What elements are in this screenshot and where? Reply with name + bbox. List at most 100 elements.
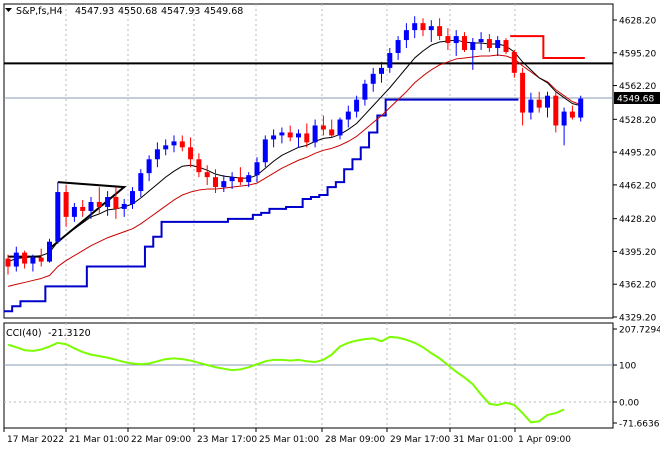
candle-body[interactable] xyxy=(13,252,19,267)
candle-body[interactable] xyxy=(545,95,550,108)
candle-body[interactable] xyxy=(130,191,135,204)
candle-body[interactable] xyxy=(179,141,185,148)
candle-body[interactable] xyxy=(495,40,501,49)
candle-body[interactable] xyxy=(213,177,218,188)
candle-body[interactable] xyxy=(362,83,368,100)
candle-body[interactable] xyxy=(229,177,235,182)
candle-body[interactable] xyxy=(287,132,293,138)
candle-body[interactable] xyxy=(345,111,351,120)
indicator-y-tick-label: 100 xyxy=(619,362,636,372)
candle-body[interactable] xyxy=(420,23,426,31)
x-axis-tick-label: 21 Mar 01:00 xyxy=(69,435,129,445)
chart-menu-icon[interactable] xyxy=(5,8,12,12)
indicator-y-tick-label: 207.7294 xyxy=(619,326,660,336)
candle-body[interactable] xyxy=(379,67,384,74)
candle-body[interactable] xyxy=(569,111,575,118)
support-trailing-line xyxy=(3,98,519,313)
candle-body[interactable] xyxy=(520,72,526,113)
candle-body[interactable] xyxy=(88,201,94,211)
candle-body[interactable] xyxy=(428,26,434,31)
resistance-trailing-line xyxy=(510,35,585,59)
candle-body[interactable] xyxy=(403,30,409,41)
low-value: 4547.93 xyxy=(161,6,200,17)
x-axis-tick-label: 29 Mar 17:00 xyxy=(390,435,450,445)
candle-body[interactable] xyxy=(561,111,567,126)
candle-body[interactable] xyxy=(163,145,169,150)
candle-body[interactable] xyxy=(71,206,77,217)
candle-body[interactable] xyxy=(337,119,343,136)
candle-body[interactable] xyxy=(536,99,542,108)
candle-body[interactable] xyxy=(196,159,202,173)
chart-symbol: S&P,fs,H4 xyxy=(16,6,63,17)
candle-body[interactable] xyxy=(437,26,443,37)
candle-body[interactable] xyxy=(105,197,111,207)
candle-body[interactable] xyxy=(237,177,243,183)
current-price-badge-label: 4549.68 xyxy=(617,94,654,104)
candle-body[interactable] xyxy=(121,203,127,209)
candle-body[interactable] xyxy=(47,241,52,262)
close-value: 4549.68 xyxy=(204,6,243,17)
candle-body[interactable] xyxy=(80,206,86,211)
x-axis-tick-label: 1 Apr 09:00 xyxy=(518,435,571,445)
x-axis-tick-label: 31 Mar 01:00 xyxy=(453,435,513,445)
candle-body[interactable] xyxy=(354,99,360,112)
y-axis-tick-label: 4628.20 xyxy=(619,17,656,27)
current-price-badge xyxy=(614,91,660,104)
candle-body[interactable] xyxy=(279,132,285,136)
candle-body[interactable] xyxy=(370,73,376,84)
candle-body[interactable] xyxy=(395,40,401,53)
candle-body[interactable] xyxy=(221,181,227,188)
triangle-pattern xyxy=(48,181,127,250)
candle-body[interactable] xyxy=(462,36,467,50)
candle-body[interactable] xyxy=(5,258,11,267)
candle-body[interactable] xyxy=(63,192,69,217)
candle-body[interactable] xyxy=(246,175,252,183)
candle-body[interactable] xyxy=(30,257,36,264)
indicator-y-tick-label: -71.6636 xyxy=(619,420,660,430)
candle-body[interactable] xyxy=(254,162,260,176)
candle-body[interactable] xyxy=(204,172,210,178)
x-axis-tick-label: 22 Mar 09:00 xyxy=(131,435,191,445)
slow-moving-average xyxy=(7,54,581,287)
candle-body[interactable] xyxy=(503,40,509,52)
candle-body[interactable] xyxy=(271,135,277,140)
candle-body[interactable] xyxy=(478,39,484,43)
candle-body[interactable] xyxy=(146,159,152,174)
y-axis-tick-label: 4528.20 xyxy=(619,116,656,126)
y-axis-tick-label: 4362.20 xyxy=(619,281,656,291)
candle-body[interactable] xyxy=(38,257,44,262)
candle-body[interactable] xyxy=(486,39,492,49)
candle-body[interactable] xyxy=(553,95,559,126)
indicator-value: -21.3120 xyxy=(48,328,91,339)
candle-body[interactable] xyxy=(55,192,61,242)
candle-body[interactable] xyxy=(171,141,177,146)
candle-body[interactable] xyxy=(262,139,268,163)
x-axis-tick-label: 17 Mar 2022 xyxy=(7,435,64,445)
candle-body[interactable] xyxy=(329,129,335,136)
candle-body[interactable] xyxy=(154,149,160,160)
candle-body[interactable] xyxy=(387,52,393,68)
candle-body[interactable] xyxy=(528,99,534,113)
candle-body[interactable] xyxy=(304,133,310,143)
candle-body[interactable] xyxy=(138,173,144,192)
candle-body[interactable] xyxy=(96,201,102,207)
main-plot-frame xyxy=(3,3,614,319)
candle-body[interactable] xyxy=(445,36,451,44)
candle-body[interactable] xyxy=(312,125,318,143)
open-value: 4547.93 xyxy=(75,6,114,17)
high-value: 4550.68 xyxy=(118,6,157,17)
candle-body[interactable] xyxy=(453,36,459,44)
candle-body[interactable] xyxy=(188,147,194,160)
candle-body[interactable] xyxy=(511,51,517,73)
candle-body[interactable] xyxy=(578,98,584,118)
candle-body[interactable] xyxy=(412,23,418,31)
x-axis-tick-label: 25 Mar 01:00 xyxy=(259,435,319,445)
x-axis-tick-label: 23 Mar 17:00 xyxy=(197,435,257,445)
candle-body[interactable] xyxy=(470,42,476,50)
candle-body[interactable] xyxy=(296,133,301,138)
candle-body[interactable] xyxy=(22,252,28,264)
candle-body[interactable] xyxy=(113,197,119,209)
candle-body[interactable] xyxy=(320,125,326,130)
